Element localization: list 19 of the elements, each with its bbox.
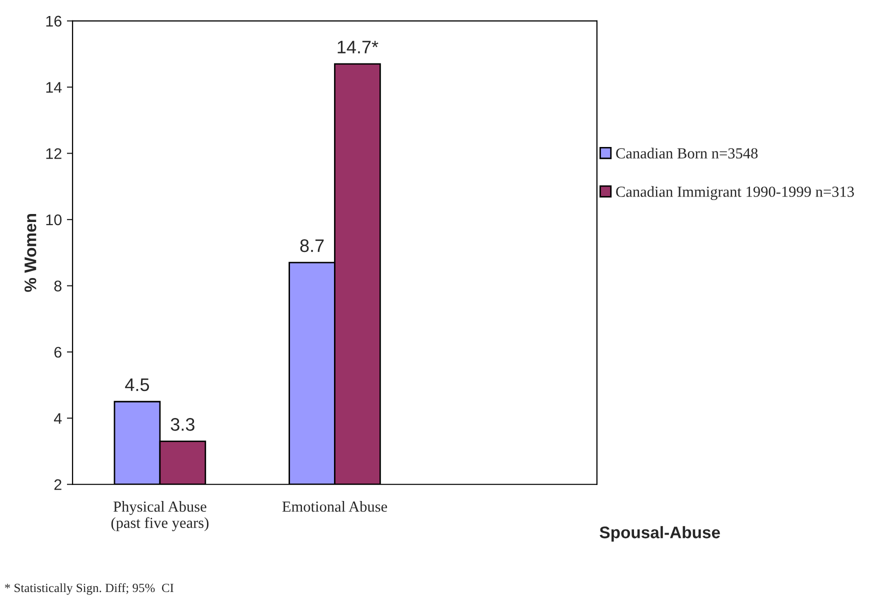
y-tick-label: 4 [54, 413, 62, 424]
y-tick-label: 12 [46, 148, 62, 159]
text: * Statistically Sign. Diff; 95% CI [4, 583, 174, 595]
y-tick-label: 10 [46, 214, 62, 226]
y-tick-label: 6 [54, 346, 62, 358]
legend-label: Canadian Born n=3548 [616, 148, 758, 159]
y-tick-label: 16 [46, 16, 62, 27]
x-tick-label: Physical Abuse (past five years) [111, 501, 208, 532]
y-tick-label: 14 [46, 82, 62, 93]
y-tick-label: 8 [54, 280, 62, 292]
x-tick-label: Emotional Abuse [282, 501, 388, 512]
data-label: 14.7* [338, 40, 378, 54]
data-label: 3.3 [170, 418, 194, 431]
y-tick-label: 2 [54, 479, 62, 490]
data-label: 4.5 [125, 378, 150, 392]
data-label: 8.7 [300, 239, 324, 252]
legend-label: Canadian Immigrant 1990-1999 n=313 [616, 186, 854, 200]
x-axis-title: Spousal-Abuse [600, 526, 720, 542]
y-axis-title: % Women [24, 214, 36, 292]
